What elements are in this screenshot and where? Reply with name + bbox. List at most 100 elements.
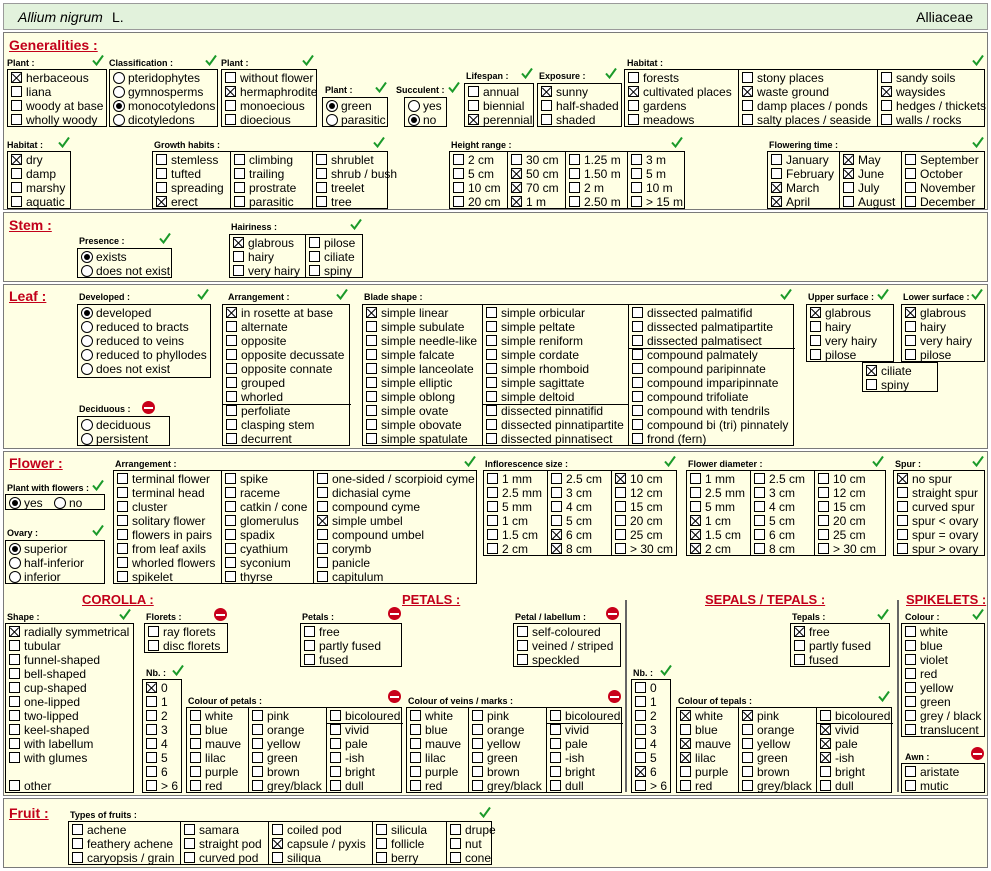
checkbox[interactable]	[225, 114, 236, 125]
checkbox[interactable]	[628, 72, 639, 83]
checkbox[interactable]	[11, 86, 22, 97]
checkbox[interactable]	[635, 752, 646, 763]
checkbox[interactable]	[9, 640, 20, 651]
checkbox[interactable]	[225, 543, 236, 554]
checkbox[interactable]	[190, 738, 201, 749]
checkbox[interactable]	[146, 710, 157, 721]
checkbox[interactable]	[486, 349, 497, 360]
checkbox[interactable]	[897, 501, 908, 512]
checkbox[interactable]	[680, 766, 691, 777]
checkbox[interactable]	[517, 640, 528, 651]
checkbox[interactable]	[905, 724, 916, 735]
checkbox[interactable]	[905, 654, 916, 665]
checkbox[interactable]	[252, 780, 263, 791]
checkbox[interactable]	[881, 72, 892, 83]
checkbox[interactable]	[190, 724, 201, 735]
checkbox[interactable]	[317, 543, 328, 554]
checkbox[interactable]	[550, 766, 561, 777]
checkbox[interactable]	[146, 682, 157, 693]
checkbox[interactable]	[225, 100, 236, 111]
checkbox[interactable]	[184, 852, 195, 863]
checkbox[interactable]	[146, 752, 157, 763]
checkbox[interactable]	[453, 154, 464, 165]
radio-button[interactable]	[113, 114, 125, 126]
checkbox[interactable]	[754, 501, 765, 512]
checkbox[interactable]	[450, 838, 461, 849]
checkbox[interactable]	[771, 168, 782, 179]
checkbox[interactable]	[226, 349, 237, 360]
checkbox[interactable]	[234, 182, 245, 193]
checkbox[interactable]	[517, 626, 528, 637]
checkbox[interactable]	[272, 852, 283, 863]
checkbox[interactable]	[226, 391, 237, 402]
checkbox[interactable]	[410, 780, 421, 791]
checkbox[interactable]	[905, 321, 916, 332]
checkbox[interactable]	[550, 710, 561, 721]
radio-button[interactable]	[81, 363, 93, 375]
checkbox[interactable]	[366, 405, 377, 416]
checkbox[interactable]	[818, 515, 829, 526]
checkbox[interactable]	[225, 571, 236, 582]
checkbox[interactable]	[897, 543, 908, 554]
checkbox[interactable]	[234, 168, 245, 179]
checkbox[interactable]	[680, 710, 691, 721]
checkbox[interactable]	[635, 724, 646, 735]
checkbox[interactable]	[897, 473, 908, 484]
checkbox[interactable]	[742, 710, 753, 721]
radio-button[interactable]	[113, 86, 125, 98]
checkbox[interactable]	[818, 501, 829, 512]
checkbox[interactable]	[11, 168, 22, 179]
checkbox[interactable]	[569, 182, 580, 193]
checkbox[interactable]	[366, 377, 377, 388]
checkbox[interactable]	[905, 182, 916, 193]
checkbox[interactable]	[468, 86, 479, 97]
checkbox[interactable]	[410, 738, 421, 749]
checkbox[interactable]	[905, 626, 916, 637]
checkbox[interactable]	[551, 529, 562, 540]
checkbox[interactable]	[72, 838, 83, 849]
checkbox[interactable]	[881, 114, 892, 125]
checkbox[interactable]	[11, 196, 22, 207]
checkbox[interactable]	[304, 640, 315, 651]
checkbox[interactable]	[252, 752, 263, 763]
checkbox[interactable]	[818, 473, 829, 484]
radio-button[interactable]	[9, 571, 21, 583]
checkbox[interactable]	[517, 654, 528, 665]
checkbox[interactable]	[487, 515, 498, 526]
checkbox[interactable]	[146, 696, 157, 707]
checkbox[interactable]	[742, 86, 753, 97]
checkbox[interactable]	[754, 543, 765, 554]
checkbox[interactable]	[309, 265, 320, 276]
checkbox[interactable]	[72, 852, 83, 863]
checkbox[interactable]	[316, 168, 327, 179]
checkbox[interactable]	[148, 640, 159, 651]
checkbox[interactable]	[11, 72, 22, 83]
checkbox[interactable]	[9, 682, 20, 693]
checkbox[interactable]	[330, 780, 341, 791]
checkbox[interactable]	[9, 780, 20, 791]
checkbox[interactable]	[410, 766, 421, 777]
radio-button[interactable]	[81, 433, 93, 445]
checkbox[interactable]	[843, 154, 854, 165]
checkbox[interactable]	[156, 154, 167, 165]
radio-button[interactable]	[113, 72, 125, 84]
checkbox[interactable]	[631, 182, 642, 193]
checkbox[interactable]	[905, 154, 916, 165]
checkbox[interactable]	[905, 349, 916, 360]
checkbox[interactable]	[190, 752, 201, 763]
checkbox[interactable]	[794, 626, 805, 637]
checkbox[interactable]	[569, 196, 580, 207]
checkbox[interactable]	[628, 86, 639, 97]
radio-button[interactable]	[81, 349, 93, 361]
checkbox[interactable]	[818, 529, 829, 540]
radio-button[interactable]	[408, 114, 420, 126]
checkbox[interactable]	[472, 710, 483, 721]
checkbox[interactable]	[11, 114, 22, 125]
checkbox[interactable]	[366, 363, 377, 374]
checkbox[interactable]	[225, 529, 236, 540]
checkbox[interactable]	[541, 86, 552, 97]
checkbox[interactable]	[690, 473, 701, 484]
checkbox[interactable]	[771, 182, 782, 193]
checkbox[interactable]	[742, 72, 753, 83]
checkbox[interactable]	[9, 710, 20, 721]
